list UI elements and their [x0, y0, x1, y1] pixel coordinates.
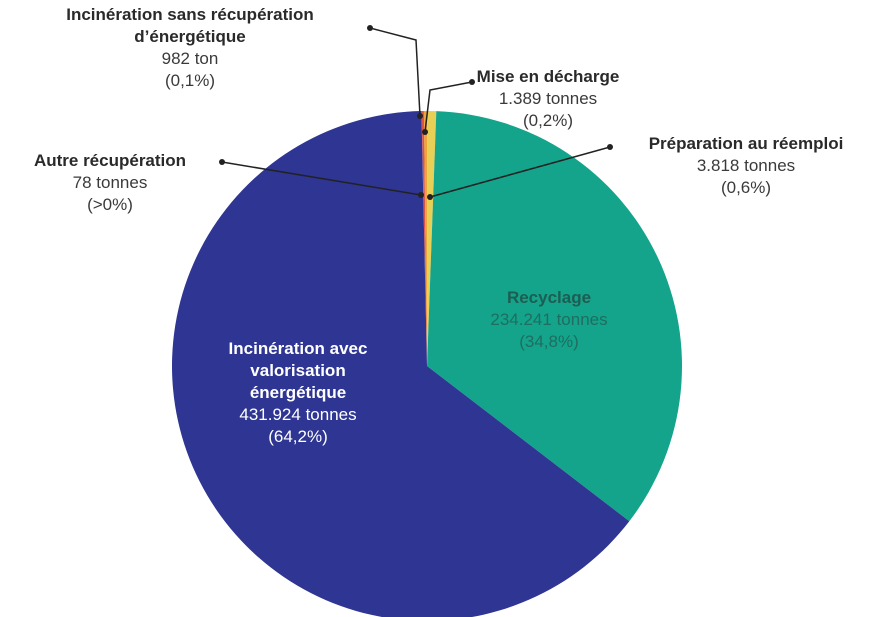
slice-name: Recyclage: [506, 288, 592, 307]
slice-value: 431.924 tonnes: [239, 405, 357, 424]
slice-percent: (0,2%): [522, 111, 574, 130]
slice-value: 982 ton: [161, 49, 219, 68]
slice-name: Incinération sans récupération d’énergét…: [66, 5, 314, 46]
slice-label: Recyclage 234.241 tonnes (34,8%): [449, 287, 649, 353]
leader-dot: [417, 113, 423, 119]
slice-value: 234.241 tonnes: [490, 310, 608, 329]
pie-slice: [421, 111, 427, 367]
leader-dot: [422, 129, 428, 135]
slice-percent: (64,2%): [268, 427, 328, 446]
leader-dots: [219, 25, 613, 200]
pie-slice: [172, 111, 630, 617]
leader-line: [221, 161, 422, 196]
leader-lines: [221, 27, 611, 198]
slice-name: Mise en décharge: [476, 67, 620, 86]
slice-percent: (0,1%): [164, 71, 216, 90]
slice-value: 78 tonnes: [72, 173, 148, 192]
slice-percent: (0,6%): [720, 178, 772, 197]
leader-line: [429, 146, 611, 198]
leader-dot: [607, 144, 613, 150]
slice-label: Préparation au réemploi 3.818 tonnes (0,6%…: [616, 133, 874, 199]
slice-name: Préparation au réemploi: [648, 134, 844, 153]
slice-name: Autre récupération: [33, 151, 187, 170]
slice-percent: (34,8%): [519, 332, 579, 351]
slice-percent: (>0%): [87, 195, 133, 214]
pie-slice: [427, 111, 437, 367]
pie-slice: [427, 111, 683, 522]
leader-dot: [219, 159, 225, 165]
slice-value: 3.818 tonnes: [696, 156, 796, 175]
slice-label: Incinération avec valorisation énergétiq…: [203, 338, 393, 448]
leader-dot: [367, 25, 373, 31]
pie-slice: [421, 111, 427, 367]
slice-label: Autre récupération 78 tonnes (>0%): [0, 150, 220, 216]
slice-name: Incinération avec valorisation énergétiq…: [228, 339, 368, 402]
slice-label: Mise en décharge 1.389 tonnes (0,2%): [448, 66, 648, 132]
leader-dot: [427, 194, 433, 200]
slice-label: Incinération sans récupération d’énergét…: [10, 4, 370, 92]
leader-dot: [469, 79, 475, 85]
slice-value: 1.389 tonnes: [498, 89, 598, 108]
leader-line: [369, 27, 421, 117]
leader-line: [424, 81, 473, 133]
leader-dot: [418, 192, 424, 198]
pie-slice: [423, 111, 428, 366]
